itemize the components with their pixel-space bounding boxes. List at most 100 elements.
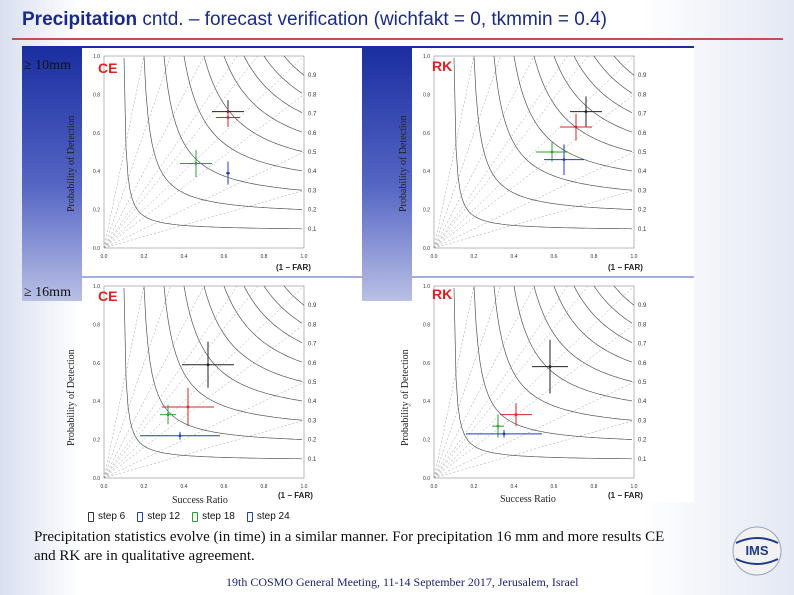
x-tick-label: 0.4 xyxy=(181,254,188,260)
model-tag-rk-10: RK xyxy=(432,58,453,74)
csi-label: 0.1 xyxy=(308,227,317,233)
x-axis-label-rk-16: Success Ratio xyxy=(500,494,556,505)
csi-contour xyxy=(203,286,303,382)
y-tick-label: 0.6 xyxy=(423,131,430,137)
legend-item: step 6 xyxy=(88,511,125,522)
y-tick-label: 0.0 xyxy=(93,476,100,482)
csi-contour xyxy=(203,56,303,152)
chart-ce-16mm: 0.9 0.8 0.7 0.6 0.5 0.4 0.3 0.2 0.1 0.0 0.0 0.2 0.2 0… xyxy=(82,278,362,502)
legend-marker xyxy=(192,511,199,522)
step-legend: step 6 step 12 step 18 step 24 xyxy=(88,511,290,522)
csi-contour xyxy=(573,285,633,344)
slide-caption: Precipitation statistics evolve (in time… xyxy=(34,529,665,564)
x-tick-label: 0.8 xyxy=(261,254,268,260)
csi-label: 0.8 xyxy=(308,322,317,328)
legend-label: step 6 xyxy=(98,511,126,522)
csi-label: 0.6 xyxy=(308,131,317,137)
chart-rk-10mm-svg: 0.9 0.8 0.7 0.6 0.5 0.4 0.3 0.2 0.1 0.00.0 0.2 0.2 0… xyxy=(423,54,647,260)
data-point xyxy=(514,413,518,417)
x-tick-label: 1.0 xyxy=(301,484,308,490)
csi-label: 0.9 xyxy=(638,73,647,79)
csi-contour xyxy=(283,55,305,76)
csi-contour xyxy=(553,285,633,363)
x-tick-label: 0.6 xyxy=(551,484,558,490)
csi-contour xyxy=(123,287,302,460)
csi-label: 0.2 xyxy=(308,208,317,214)
data-point xyxy=(226,171,230,175)
data-point xyxy=(574,125,578,129)
title-underline xyxy=(12,38,783,40)
y-tick-label: 1.0 xyxy=(423,284,430,290)
x-tick-label: 0.0 xyxy=(101,254,108,260)
far-label-ce-10: (1 − FAR) xyxy=(276,263,311,272)
y-axis-label-ce-16: Probability of Detection xyxy=(66,349,77,446)
y-axis-label-rk-10: Probability of Detection xyxy=(398,115,409,212)
csi-contour xyxy=(493,56,633,191)
bias-line xyxy=(433,324,635,479)
legend-marker xyxy=(246,511,253,522)
csi-contour xyxy=(183,56,303,172)
bias-line xyxy=(433,285,501,479)
csi-label: 0.7 xyxy=(308,342,317,348)
csi-label: 0.8 xyxy=(308,92,317,98)
csi-contour xyxy=(473,286,633,440)
csi-contour xyxy=(613,285,635,306)
data-point xyxy=(502,432,506,436)
csi-label: 0.3 xyxy=(308,188,317,194)
csi-contour xyxy=(553,55,633,133)
csi-contour xyxy=(513,56,633,172)
bias-line xyxy=(103,190,305,249)
model-tag-ce-10: CE xyxy=(98,60,118,76)
bias-line xyxy=(103,55,238,249)
threshold-label-10mm: ≥ 10mm xyxy=(24,58,71,73)
chart-rk-10mm: 0.9 0.8 0.7 0.6 0.5 0.4 0.3 0.2 0.1 0.0 0.0 0.2 0.2 0… xyxy=(412,48,694,276)
data-point xyxy=(548,365,552,369)
csi-contour xyxy=(223,55,303,133)
data-point xyxy=(562,158,566,162)
bias-line xyxy=(103,55,171,249)
bias-line xyxy=(103,285,171,479)
y-tick-label: 0.8 xyxy=(93,322,100,328)
data-point xyxy=(496,424,500,428)
csi-label: 0.2 xyxy=(638,208,647,214)
bias-line xyxy=(103,94,305,249)
bias-line xyxy=(433,285,589,479)
model-tag-rk-16: RK xyxy=(432,286,453,302)
y-tick-label: 0.2 xyxy=(93,438,100,444)
csi-label: 0.8 xyxy=(638,92,647,98)
data-point xyxy=(226,116,230,119)
svg-text:IMS: IMS xyxy=(745,543,768,558)
x-tick-label: 0.4 xyxy=(181,484,188,490)
csi-label: 0.7 xyxy=(638,112,647,118)
x-tick-label: 0.2 xyxy=(471,484,478,490)
x-tick-label: 0.8 xyxy=(591,254,598,260)
csi-label: 0.5 xyxy=(308,380,317,386)
data-point xyxy=(584,110,588,114)
bias-line xyxy=(433,420,635,479)
y-tick-label: 0.8 xyxy=(423,92,430,98)
far-label-rk-16: (1 − FAR) xyxy=(608,491,643,500)
bias-line xyxy=(433,285,568,479)
csi-contour xyxy=(163,56,303,191)
csi-label: 0.3 xyxy=(638,418,647,424)
legend-label: step 12 xyxy=(147,511,181,522)
bias-line xyxy=(433,55,568,249)
y-tick-label: 0.4 xyxy=(423,169,430,175)
x-tick-label: 0.2 xyxy=(471,254,478,260)
csi-label: 0.3 xyxy=(308,418,317,424)
x-tick-label: 0.8 xyxy=(261,484,268,490)
y-tick-label: 0.8 xyxy=(423,322,430,328)
x-tick-label: 1.0 xyxy=(631,254,638,260)
data-point xyxy=(206,363,210,367)
csi-label: 0.1 xyxy=(638,457,647,463)
legend-label: step 24 xyxy=(256,511,290,522)
chart-rk-16mm-svg: 0.9 0.8 0.7 0.6 0.5 0.4 0.3 0.2 0.1 0.00.0 0.2 0.2 0… xyxy=(423,284,647,490)
y-tick-label: 0.6 xyxy=(423,361,430,367)
csi-label: 0.7 xyxy=(638,342,647,348)
bias-line xyxy=(433,55,475,249)
y-tick-label: 0.8 xyxy=(93,92,100,98)
bias-line xyxy=(103,420,305,479)
bias-line xyxy=(103,324,305,479)
csi-contour xyxy=(573,55,633,114)
x-tick-label: 0.0 xyxy=(431,484,438,490)
